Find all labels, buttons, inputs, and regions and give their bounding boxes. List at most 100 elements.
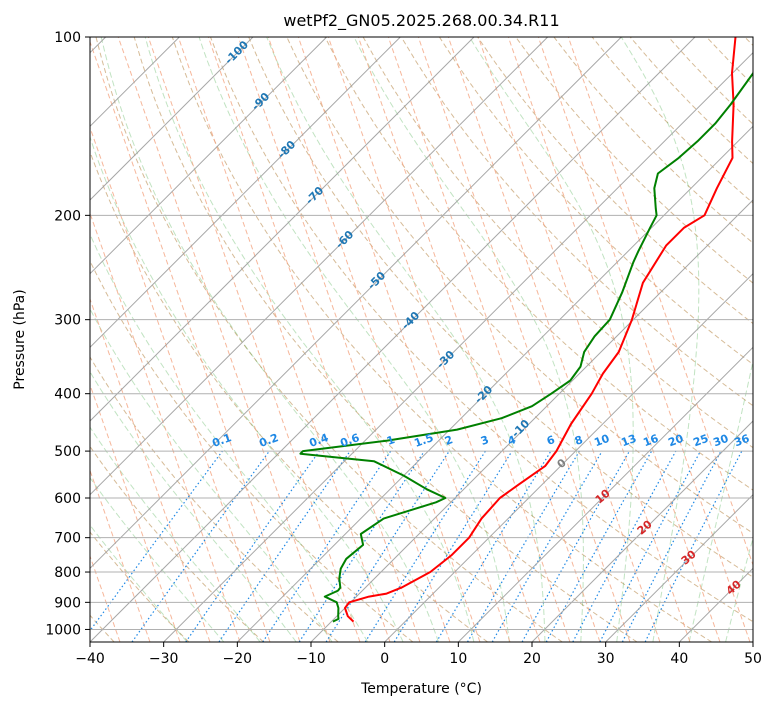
- series-group: [299, 37, 753, 623]
- mixing-ratio-line: [545, 450, 653, 642]
- reference-line: [90, 126, 271, 642]
- mixing-ratio-label: 6: [545, 433, 557, 448]
- reference-line: [90, 383, 181, 642]
- y-tick-label: 500: [54, 444, 81, 460]
- mixing-ratio-label: 8: [573, 433, 585, 448]
- reference-line: [90, 469, 151, 642]
- mixing-ratio-label: 0.1: [210, 431, 233, 450]
- chart-title: wetPf2_GN05.2025.268.00.34.R11: [283, 11, 559, 31]
- dry-adiabat: [171, 37, 712, 642]
- mixing-ratio-line: [131, 450, 270, 642]
- y-tick-label: 1000: [45, 622, 81, 638]
- moist-adiabat: [620, 37, 700, 642]
- dry-adiabat: [90, 531, 190, 642]
- x-tick-label: 0: [380, 651, 389, 667]
- moist-adiabat: [353, 37, 584, 642]
- reference-line: [177, 37, 391, 642]
- mixing-ratio-label: 30: [711, 432, 730, 450]
- y-tick-label: 400: [54, 387, 81, 403]
- reference-line: [417, 37, 631, 642]
- x-tick-label: −10: [296, 651, 326, 667]
- mixing-ratio-line: [218, 450, 351, 642]
- moist-adiabat: [688, 358, 753, 642]
- isotherm-line: [531, 420, 753, 642]
- x-tick-label: 10: [449, 651, 467, 667]
- mixing-ratio-line: [521, 450, 631, 642]
- dry-adiabat: [400, 37, 753, 407]
- reference-line: [117, 37, 331, 642]
- mixing-ratio-line: [572, 450, 677, 642]
- y-axis-title: Pressure (hPa): [12, 289, 28, 389]
- mixing-ratio-label: 0.2: [257, 431, 280, 450]
- mixing-ratio-label: 36: [732, 432, 751, 450]
- dry-adiabat: [438, 37, 753, 366]
- mixing-ratio-line: [298, 450, 425, 642]
- mixing-ratio-label: 1: [385, 433, 397, 448]
- mixing-ratio-line: [644, 450, 743, 642]
- isotherm-line: [90, 37, 475, 422]
- moist-adiabat: [266, 37, 546, 642]
- dry-adiabat: [248, 37, 753, 578]
- y-axis: 100 200 300 400 500 600 700 800 900 1000: [45, 30, 90, 638]
- reference-line: [327, 37, 541, 642]
- reference-line: [507, 37, 721, 642]
- mixing-ratio-line: [185, 450, 320, 642]
- mixing-ratio-label: 10: [592, 432, 611, 450]
- x-axis: −40 −30 −20 −10 0 10 20 30 40 50: [75, 642, 762, 667]
- dry-adiabat: [95, 37, 563, 642]
- x-tick-label: −30: [149, 651, 179, 667]
- isotherm-line: [90, 37, 549, 496]
- mixing-ratio-line: [325, 450, 450, 642]
- mixing-ratio-label: 4: [506, 433, 518, 448]
- isotherm-line: [605, 493, 753, 642]
- moist-adiabat: [90, 135, 404, 642]
- isotherm-line: [236, 125, 753, 642]
- moist-adiabat: [90, 476, 225, 642]
- isotherm-line: [310, 199, 753, 642]
- moist-adiabat: [144, 37, 475, 642]
- mixing-ratio-label: 0.6: [338, 431, 361, 450]
- reference-line: [90, 40, 301, 642]
- x-tick-label: 50: [744, 651, 762, 667]
- y-tick-label: 600: [54, 491, 81, 507]
- dry-adiabat: [90, 150, 488, 642]
- mixing-ratio-label: 0.4: [307, 431, 330, 450]
- reference-line: [537, 37, 751, 642]
- y-tick-label: 100: [54, 30, 81, 46]
- reference-line: [567, 37, 753, 567]
- dry-adiabat: [515, 37, 753, 284]
- x-tick-label: 30: [597, 651, 615, 667]
- mixing-ratio-line: [393, 450, 513, 642]
- reference-line: [447, 37, 661, 642]
- isotherm-line: [90, 37, 696, 642]
- pressure-grid: [90, 37, 753, 630]
- mixing-ratio-label: 3: [479, 433, 491, 448]
- dry-adiabat: [324, 37, 753, 491]
- reference-line: [477, 37, 691, 642]
- reference-line: [387, 37, 601, 642]
- y-tick-label: 300: [54, 313, 81, 329]
- line-labels: -100-90-80-70-60-50-40-30-20-100.1 0.2 0.4…: [210, 38, 751, 597]
- mixing-ratio-label: 1.5: [412, 431, 435, 450]
- isotherm-line: [90, 37, 401, 349]
- mixing-ratio-label: 25: [691, 432, 710, 449]
- reference-line: [147, 37, 361, 642]
- reference-line: [90, 211, 241, 642]
- isotherm-line: [90, 37, 622, 570]
- y-tick-label: 200: [54, 208, 81, 224]
- x-tick-label: −20: [223, 651, 253, 667]
- mixing-ratio-label: 16: [641, 432, 660, 450]
- y-tick-label: 900: [54, 595, 81, 611]
- x-tick-label: 20: [523, 651, 541, 667]
- dry-adiabat: [90, 445, 264, 642]
- reference-line: [90, 297, 211, 642]
- mixing-ratio-label: 13: [619, 432, 638, 449]
- plot-frame: [89, 36, 754, 643]
- temperature-line: [344, 37, 737, 623]
- moist-adiabat: [90, 232, 369, 642]
- x-axis-title: Temperature (°C): [360, 681, 482, 697]
- isotherm-line: [90, 37, 254, 201]
- x-tick-label: −40: [75, 651, 105, 667]
- dewpoint-line: [299, 67, 753, 623]
